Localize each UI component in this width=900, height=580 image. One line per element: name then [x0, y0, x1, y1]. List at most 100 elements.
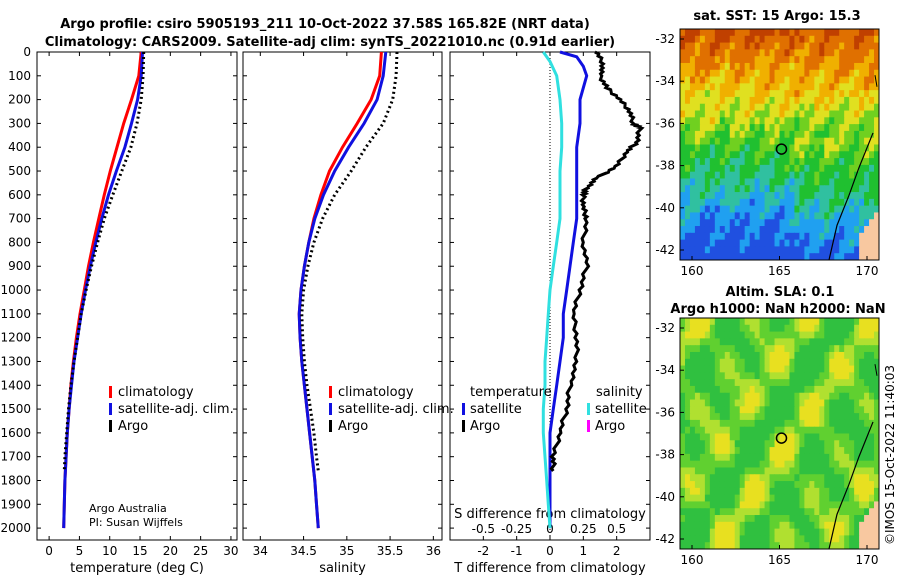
map-cell — [779, 198, 785, 207]
map-cell — [759, 246, 766, 254]
map-cell — [704, 406, 711, 414]
map-cell — [680, 164, 686, 173]
map-cell — [794, 253, 800, 261]
map-cell — [719, 246, 726, 254]
map-cell — [784, 481, 790, 489]
map-cell — [704, 508, 711, 516]
map-cell — [694, 42, 701, 50]
map-cell — [729, 90, 736, 98]
map-x-tick-label: 160 — [681, 553, 704, 567]
map-cell — [694, 521, 701, 530]
map-cell — [809, 69, 815, 78]
map-cell — [759, 521, 766, 530]
map-cell — [680, 130, 686, 139]
map-cell — [809, 481, 815, 489]
map-cell — [859, 185, 865, 193]
map-cell — [764, 413, 771, 421]
map-cell — [824, 419, 830, 428]
map-cell — [789, 151, 795, 159]
map-cell — [764, 508, 771, 516]
map-cell — [754, 345, 761, 353]
map-cell — [804, 351, 810, 360]
map-cell — [769, 29, 776, 37]
map-cell — [749, 433, 756, 441]
map-cell — [834, 487, 840, 496]
map-cell — [744, 331, 751, 339]
map-cell — [689, 324, 696, 333]
map-cell — [844, 358, 850, 367]
map-cell — [814, 110, 820, 118]
map-cell — [874, 365, 880, 373]
map-cell — [844, 453, 850, 462]
map-cell — [874, 192, 880, 200]
map-cell — [864, 124, 870, 132]
map-cell — [709, 460, 716, 468]
map-cell — [854, 521, 860, 530]
map-cell — [869, 358, 875, 367]
series-line-argo — [300, 51, 399, 472]
map-cell — [819, 212, 825, 220]
map-cell — [814, 372, 820, 380]
map-cell — [819, 185, 825, 193]
map-cell — [680, 42, 686, 50]
map-cell — [799, 158, 805, 166]
map-cell — [784, 379, 790, 387]
map-cell — [834, 76, 840, 84]
map-cell — [704, 338, 711, 346]
map-cell — [754, 178, 761, 186]
map-cell — [854, 151, 860, 159]
map-cell — [874, 219, 880, 227]
map-cell — [719, 453, 726, 462]
map-cell — [754, 385, 761, 394]
map-cell — [839, 433, 845, 441]
map-cell — [794, 351, 800, 360]
map-cell — [869, 440, 875, 448]
map-cell — [829, 501, 835, 509]
map-cell — [824, 358, 830, 367]
map-cell — [859, 171, 865, 179]
map-cell — [819, 62, 825, 71]
map-cell — [839, 345, 845, 353]
map-cell — [839, 124, 845, 132]
map-cell — [824, 49, 830, 57]
map-cell — [814, 35, 820, 44]
map-cell — [754, 508, 761, 516]
map-cell — [714, 42, 721, 50]
temperature-legend: climatology satellite-adj. clim. Argo — [109, 385, 234, 434]
map-cell — [764, 56, 771, 64]
map-cell — [680, 474, 686, 482]
sst-map-title: sat. SST: 15 Argo: 15.3 — [693, 9, 860, 24]
map-cell — [809, 246, 815, 254]
map-cell — [680, 158, 686, 166]
map-cell — [784, 76, 790, 84]
map-cell — [789, 331, 795, 339]
map-cell — [824, 226, 830, 234]
map-cell — [859, 96, 865, 105]
map-cell — [834, 185, 840, 193]
map-cell — [874, 535, 880, 543]
map-cell — [849, 117, 855, 125]
map-cell — [804, 198, 810, 207]
map-cell — [779, 447, 785, 455]
map-cell — [794, 144, 800, 152]
map-cell — [849, 171, 855, 179]
x-axis-label: salinity — [319, 561, 366, 576]
map-cell — [829, 521, 835, 530]
map-cell — [734, 467, 741, 475]
map-cell — [709, 426, 716, 434]
map-y-tick-label: -36 — [655, 116, 675, 130]
map-cell — [874, 372, 880, 380]
map-cell — [764, 331, 771, 339]
map-cell — [749, 117, 756, 125]
map-cell — [754, 151, 761, 159]
map-cell — [844, 110, 850, 118]
map-cell — [714, 192, 721, 200]
map-cell — [794, 76, 800, 84]
map-cell — [744, 542, 751, 550]
map-cell — [714, 35, 721, 44]
map-cell — [854, 219, 860, 227]
map-cell — [719, 481, 726, 489]
map-cell — [709, 521, 716, 530]
map-cell — [809, 164, 815, 173]
map-cell — [829, 447, 835, 455]
